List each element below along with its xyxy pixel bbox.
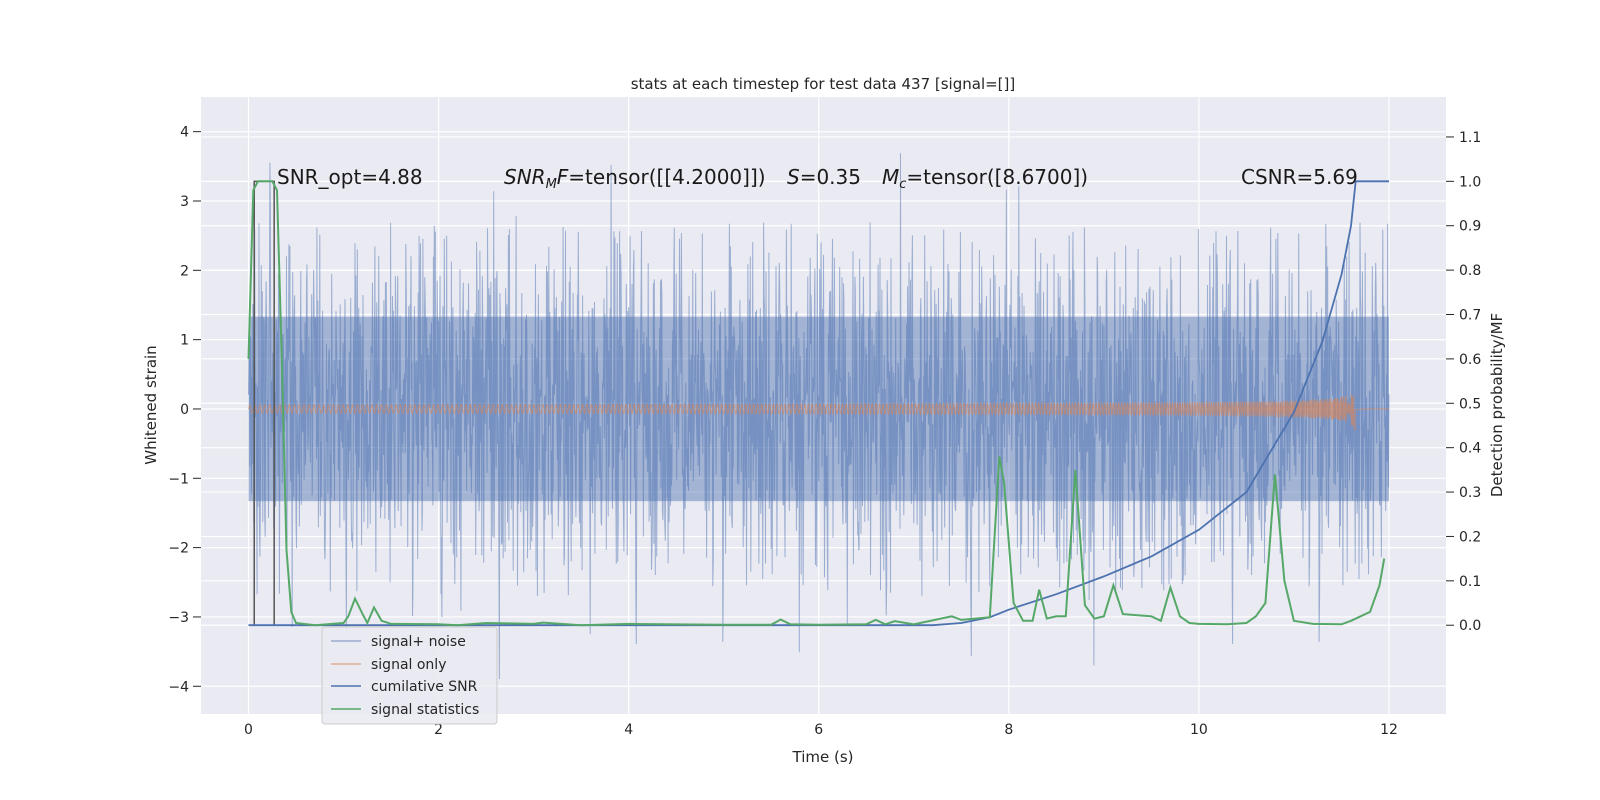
y-tick-label-left: 0	[180, 402, 189, 418]
legend-label-signal-noise: signal+ noise	[371, 634, 466, 650]
annotation-mc: Mc=tensor([8.6700])	[882, 165, 1088, 192]
y-axis-right-label: Detection probability/MF	[1488, 313, 1506, 497]
legend-label-cumulative-snr: cumilative SNR	[371, 679, 478, 695]
legend-label-signal-only: signal only	[371, 657, 446, 673]
annotation-snr-opt: SNR_opt=4.88	[277, 165, 423, 189]
x-axis-label: Time (s)	[792, 748, 854, 766]
y-tick-label-left: −1	[168, 471, 189, 487]
mc-symbol: M	[882, 165, 899, 189]
snr-mf-f: F	[557, 165, 569, 189]
series-signal-noise	[248, 153, 1390, 680]
x-tick-label: 4	[624, 722, 633, 738]
y-tick-label-left: 2	[180, 263, 189, 279]
x-tick-label: 12	[1380, 722, 1398, 738]
legend-box	[321, 626, 498, 725]
y-tick-label-right: 0.2	[1459, 529, 1481, 545]
mc-subscript: c	[899, 177, 906, 192]
annotation-snr-mf: SNRMF=tensor([[4.2000]])	[504, 165, 766, 192]
snr-mf-value: =tensor([[4.2000]])	[568, 165, 765, 189]
y-tick-label-right: 0.9	[1459, 219, 1481, 235]
mc-value: =tensor([8.6700])	[906, 165, 1088, 189]
y-tick-label-left: −2	[168, 541, 189, 557]
snr-mf-symbol: SNR	[504, 165, 546, 189]
y-tick-label-right: 0.6	[1459, 352, 1481, 368]
s-value: =0.35	[800, 165, 861, 189]
annotation-s: S=0.35	[787, 165, 861, 189]
s-symbol: S	[787, 165, 800, 189]
annotation-csnr: CSNR=5.69	[1241, 165, 1358, 189]
series-layer	[247, 153, 1390, 680]
y-axis-label: Whitened strain	[142, 345, 160, 464]
y-tick-label-right: 1.0	[1459, 174, 1481, 190]
snr-mf-subscript: M	[546, 177, 557, 192]
y-tick-label-left: −3	[168, 610, 189, 626]
x-tick-label: 2	[434, 722, 443, 738]
y-tick-label-right: 0.4	[1459, 441, 1481, 457]
x-tick-label: 0	[244, 722, 253, 738]
x-tick-label: 10	[1190, 722, 1208, 738]
y-tick-label-left: 3	[180, 194, 189, 210]
y-tick-label-left: 4	[180, 125, 189, 141]
y-tick-label-right: 0.8	[1459, 263, 1481, 279]
x-tick-label: 8	[1004, 722, 1013, 738]
y-tick-label-left: −4	[168, 679, 189, 695]
series-signal-only	[248, 394, 1389, 431]
y-tick-label-left: 1	[180, 333, 189, 349]
ticks: 0 2 4 6 8 10 1243210−1−2−3−41.11.00.90.80.70.6…	[168, 125, 1481, 738]
series-cumulative-snr	[248, 180, 1389, 627]
y-tick-label-right: 0.5	[1459, 396, 1481, 412]
legend-label-signal-statistics: signal statistics	[371, 702, 479, 718]
y-tick-label-right: 0.3	[1459, 485, 1481, 501]
legend: signal+ noise signal only cumilative SNR…	[321, 626, 498, 725]
chart-title: stats at each timestep for test data 437…	[631, 75, 1016, 93]
x-tick-label: 6	[814, 722, 823, 738]
y-tick-label-right: 0.1	[1459, 574, 1481, 590]
y-tick-label-right: 1.1	[1459, 130, 1481, 146]
series-signal-statistics	[247, 180, 1386, 627]
y-tick-label-right: 0.0	[1459, 618, 1481, 634]
y-tick-label-right: 0.7	[1459, 308, 1481, 324]
